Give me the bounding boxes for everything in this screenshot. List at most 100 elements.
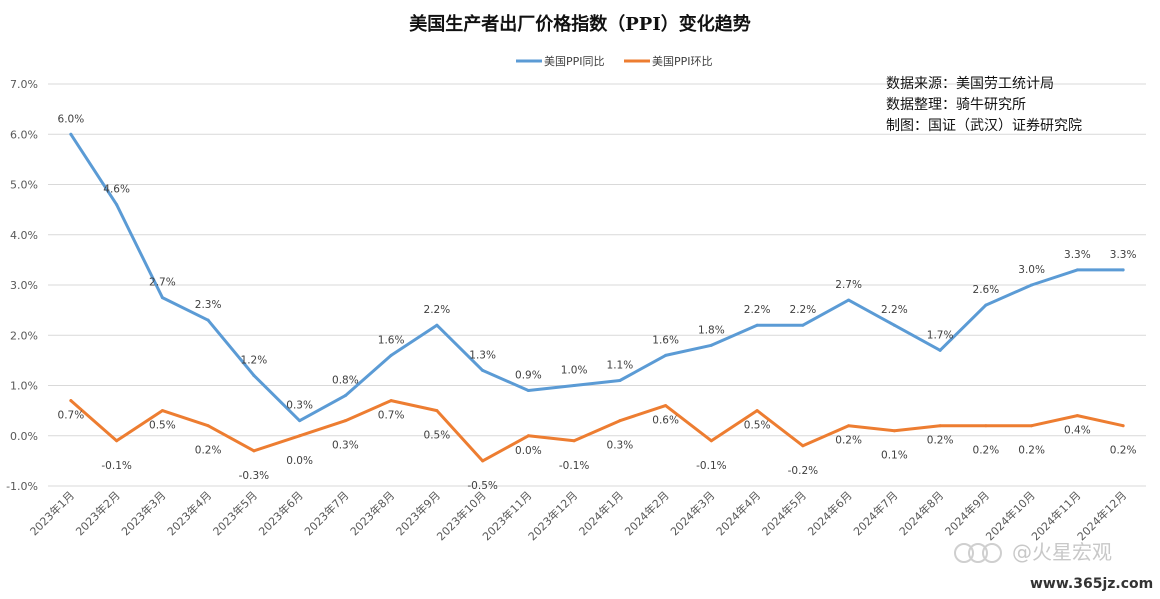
source-line-1: 数据来源：美国劳工统计局 [886, 76, 1054, 92]
legend-label: 美国PPI同比 [544, 55, 605, 68]
data-point [618, 378, 622, 382]
data-point [938, 348, 942, 352]
y-tick-label: 3.0% [10, 279, 38, 292]
data-point [847, 424, 851, 428]
data-label: 1.6% [378, 334, 405, 346]
data-point [481, 368, 485, 372]
data-point [892, 429, 896, 433]
data-point [343, 419, 347, 423]
data-label: -0.1% [696, 460, 726, 472]
chart-title: 美国生产者出厂价格指数（PPI）变化趋势 [409, 14, 751, 35]
x-tick-label: 2023年2月 [73, 488, 123, 538]
data-label: -0.1% [559, 460, 589, 472]
data-point [389, 353, 393, 357]
data-label: 0.9% [515, 370, 542, 382]
x-tick-label: 2023年1月 [27, 488, 77, 538]
source-note: 数据来源：美国劳工统计局 数据整理：骑牛研究所 制图：国证（武汉）证券研究院 [886, 74, 1082, 137]
y-tick-label: 0.0% [10, 430, 38, 443]
y-tick-label: 7.0% [10, 78, 38, 91]
data-label: 0.2% [195, 445, 222, 457]
series-lines [69, 132, 1125, 463]
data-label: 0.2% [927, 435, 954, 447]
x-tick-label: 2024年1月 [576, 488, 626, 538]
data-label: -0.2% [788, 465, 818, 477]
data-label: 0.2% [973, 445, 1000, 457]
data-point [252, 373, 256, 377]
data-point [984, 303, 988, 307]
y-tick-label: 6.0% [10, 128, 38, 141]
data-label: 1.8% [698, 324, 725, 336]
data-point [1121, 424, 1125, 428]
data-point [69, 399, 73, 403]
data-label: 0.7% [58, 410, 85, 422]
x-tick-label: 2023年6月 [256, 488, 306, 538]
x-axis-ticks: 2023年1月2023年2月2023年3月2023年4月2023年5月2023年… [27, 488, 1129, 543]
data-point [1075, 414, 1079, 418]
data-point [618, 419, 622, 423]
data-point [206, 318, 210, 322]
x-tick-label: 2023年7月 [301, 488, 351, 538]
data-labels: 6.0% 4.6% 2.7% 2.3% 1.2% 0.3% 0.8% 1.6% 2.2% 1.3%… [58, 113, 1137, 492]
data-label: 0.5% [744, 420, 771, 432]
data-label: 2.2% [424, 304, 451, 316]
data-point [298, 434, 302, 438]
data-label: -0.1% [101, 460, 131, 472]
data-label: 1.2% [241, 354, 268, 366]
x-tick-label: 2024年2月 [622, 488, 672, 538]
data-label: 0.3% [286, 400, 313, 412]
data-label: -0.5% [467, 480, 497, 492]
x-tick-label: 2024年3月 [667, 488, 717, 538]
data-point [160, 409, 164, 413]
x-tick-label: 2023年12月 [525, 488, 580, 543]
series-line [69, 399, 1125, 463]
data-point [298, 419, 302, 423]
x-tick-label: 2023年8月 [347, 488, 397, 538]
x-tick-label: 2023年5月 [210, 488, 260, 538]
x-tick-label: 2024年4月 [713, 488, 763, 538]
x-tick-label: 2023年9月 [393, 488, 443, 538]
data-point [435, 409, 439, 413]
data-label: 0.7% [378, 410, 405, 422]
data-point [572, 384, 576, 387]
data-point [115, 203, 119, 207]
data-label: 1.0% [561, 365, 588, 377]
data-point [1121, 268, 1125, 272]
data-point [160, 296, 164, 300]
x-tick-label: 2024年8月 [896, 488, 946, 538]
data-point [1075, 268, 1079, 272]
watermark-url: www.365jz.com [1030, 576, 1154, 592]
x-tick-label: 2024年9月 [942, 488, 992, 538]
x-tick-label: 2024年6月 [805, 488, 855, 538]
data-point [801, 444, 805, 448]
y-tick-label: 4.0% [10, 229, 38, 242]
source-line-2: 数据整理：骑牛研究所 [886, 97, 1026, 113]
data-label: 0.3% [607, 440, 634, 452]
data-label: 1.3% [469, 349, 496, 361]
data-label: 0.2% [1110, 445, 1137, 457]
data-label: 2.3% [195, 299, 222, 311]
data-point [69, 132, 73, 136]
data-label: 1.6% [652, 334, 679, 346]
data-point [984, 424, 988, 428]
data-point [664, 404, 668, 408]
gridlines [48, 83, 1146, 487]
data-label: 2.2% [881, 304, 908, 316]
data-point [115, 439, 119, 443]
data-label: 0.5% [424, 430, 451, 442]
data-point [938, 424, 942, 428]
data-point [892, 323, 896, 327]
data-point [755, 409, 759, 413]
data-label: 0.1% [881, 450, 908, 462]
data-point [847, 298, 851, 302]
data-label: 1.1% [607, 359, 634, 371]
data-point [1030, 424, 1034, 428]
data-label: 2.7% [835, 279, 862, 291]
watermark-text: @火星宏观 [1012, 540, 1112, 564]
y-tick-label: 1.0% [10, 380, 38, 393]
data-label: 0.0% [515, 445, 542, 457]
data-point [252, 449, 256, 453]
data-point [343, 394, 347, 398]
data-point [709, 439, 713, 443]
x-tick-label: 2024年7月 [850, 488, 900, 538]
